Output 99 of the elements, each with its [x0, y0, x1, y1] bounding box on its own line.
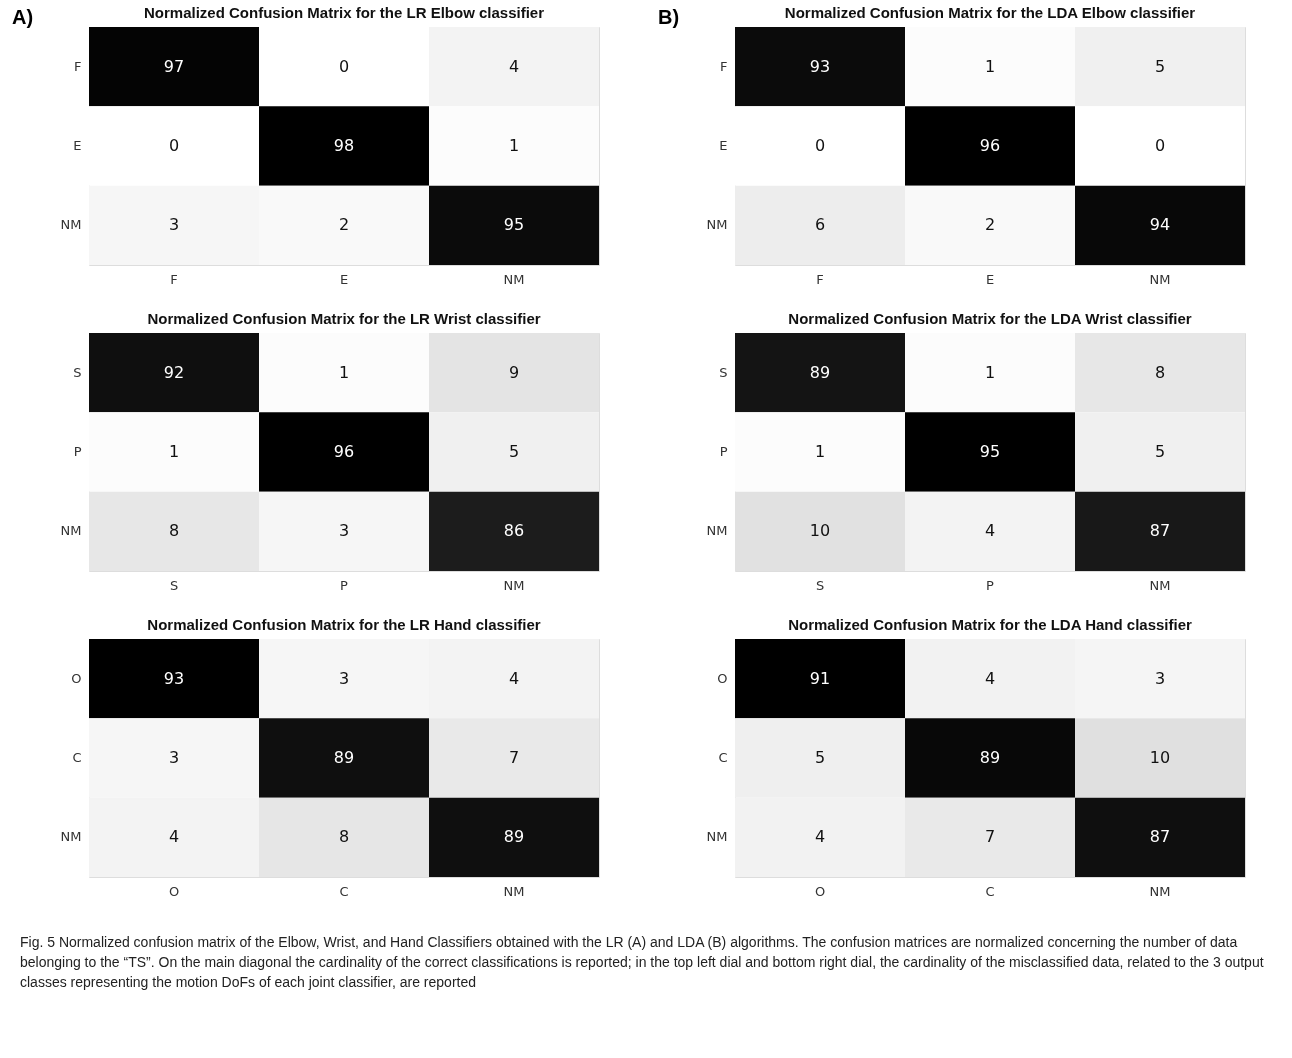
data-label: 86	[503, 521, 525, 541]
y-tick-label: NM	[60, 523, 82, 539]
y-tick-label: C	[72, 750, 82, 765]
x-tick-label: NM	[1149, 577, 1171, 593]
data-label: 5	[814, 748, 826, 767]
chart-title: Normalized Confusion Matrix for the LR Elbow classifier	[143, 4, 545, 21]
y-tick-label: S	[719, 364, 728, 380]
chart-title: Normalized Confusion Matrix for the LDA Hand classifier	[788, 616, 1192, 633]
data-label: 8	[168, 521, 180, 541]
data-label: 93	[163, 668, 185, 688]
data-label: 7	[984, 827, 996, 847]
data-label: 89	[503, 827, 525, 847]
data-label: 96	[333, 442, 355, 461]
data-label: 4	[168, 827, 180, 847]
data-label: 0	[814, 136, 826, 155]
data-label: 1	[508, 136, 520, 155]
y-tick-label: NM	[60, 217, 82, 233]
data-label: 3	[338, 668, 350, 688]
y-tick-label: F	[720, 58, 728, 74]
data-label: 3	[1154, 668, 1166, 688]
text: A)	[12, 6, 34, 29]
x-tick-label: S	[815, 577, 825, 593]
x-tick-label: O	[168, 883, 180, 899]
data-label: 1	[338, 362, 350, 382]
x-tick-label: F	[816, 271, 824, 287]
y-tick-label: O	[71, 670, 82, 686]
data-label: 1	[984, 56, 996, 76]
data-label: 5	[1154, 56, 1166, 76]
x-tick-label: NM	[503, 883, 525, 899]
x-tick-label: P	[986, 577, 995, 593]
data-label: 10	[809, 521, 831, 541]
data-label: 92	[163, 362, 185, 382]
x-tick-label: P	[340, 577, 349, 593]
data-label: 9	[508, 362, 520, 382]
data-label: 87	[1149, 827, 1171, 847]
y-tick-label: NM	[60, 829, 82, 845]
x-tick-label: NM	[1149, 883, 1171, 899]
data-label: 87	[1149, 521, 1171, 541]
data-label: 4	[984, 668, 996, 688]
y-tick-label: E	[719, 138, 728, 153]
data-label: 0	[168, 136, 180, 155]
x-tick-label: E	[339, 271, 349, 287]
data-label: 93	[809, 56, 831, 76]
chart-title: Normalized Confusion Matrix for the LR Wrist classifier	[147, 310, 541, 327]
data-label: 2	[338, 215, 350, 235]
y-tick-label: C	[718, 750, 728, 765]
x-tick-label: S	[169, 577, 179, 593]
x-tick-label: F	[170, 271, 178, 287]
data-label: 5	[508, 442, 520, 461]
y-tick-label: E	[73, 138, 82, 153]
data-label: 4	[508, 668, 520, 688]
data-label: 4	[814, 827, 826, 847]
caption: Fig. 5 Normalized confusion matrix of the Elbow, Wrist, and Hand Classifiers obtained with the LR (A) and LDA (B) algorithms. The confusion matrices are normalized concerning the number of data belonging to the “TS”. On the main diagonal the cardinality of the correct classifications is reported; in the top left dial and bottom right dial, the cardinality of the misclassified data, related to the 3 output classes representing the motion DoFs of each joint classifier, are reported	[20, 933, 1265, 992]
data-label: 95	[979, 442, 1001, 461]
x-tick-label: C	[985, 883, 995, 899]
data-label: 1	[168, 442, 180, 461]
y-tick-label: F	[74, 58, 82, 74]
data-label: 2	[984, 215, 996, 235]
data-label: 96	[979, 136, 1001, 155]
data-label: 3	[168, 748, 180, 767]
y-tick-label: NM	[706, 829, 728, 845]
data-label: 89	[979, 748, 1001, 767]
data-label: 91	[809, 668, 831, 688]
data-label: 97	[163, 56, 185, 76]
data-label: 3	[338, 521, 350, 541]
data-label: 0	[1154, 136, 1166, 155]
data-label: 1	[984, 362, 996, 382]
data-label: 89	[333, 748, 355, 767]
chart-title: Normalized Confusion Matrix for the LDA Wrist classifier	[788, 310, 1192, 327]
chart-title: Normalized Confusion Matrix for the LDA Elbow classifier	[784, 4, 1196, 21]
data-label: 4	[984, 521, 996, 541]
y-tick-label: P	[73, 444, 82, 459]
x-tick-label: NM	[503, 271, 525, 287]
y-tick-label: S	[73, 364, 82, 380]
y-tick-label: NM	[706, 217, 728, 233]
x-tick-label: C	[339, 883, 349, 899]
y-tick-label: NM	[706, 523, 728, 539]
data-label: 8	[338, 827, 350, 847]
x-tick-label: E	[985, 271, 995, 287]
data-label: 7	[508, 748, 520, 767]
x-tick-label: NM	[503, 577, 525, 593]
data-label: 3	[168, 215, 180, 235]
data-label: 1	[814, 442, 826, 461]
x-tick-label: NM	[1149, 271, 1171, 287]
text: B)	[658, 6, 680, 29]
data-label: 89	[809, 362, 831, 382]
y-tick-label: O	[717, 670, 728, 686]
data-label: 94	[1149, 215, 1171, 235]
chart-title: Normalized Confusion Matrix for the LR Hand classifier	[147, 616, 541, 633]
data-label: 10	[1149, 748, 1171, 767]
data-label: 0	[338, 56, 350, 76]
data-label: 8	[1154, 362, 1166, 382]
y-tick-label: P	[719, 444, 728, 459]
data-label: 4	[508, 56, 520, 76]
data-label: 95	[503, 215, 525, 235]
x-tick-label: O	[814, 883, 826, 899]
data-label: 6	[814, 215, 826, 235]
data-label: 5	[1154, 442, 1166, 461]
data-label: 98	[333, 136, 355, 155]
